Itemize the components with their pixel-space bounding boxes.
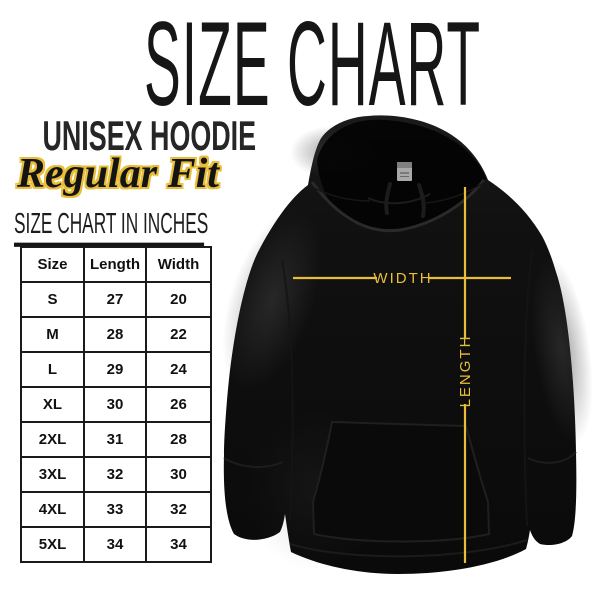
table-cell: S [20, 281, 85, 318]
table-header-row: Size Length Width [20, 246, 212, 283]
table-row: XL 30 26 [20, 386, 212, 423]
waistband-seam [289, 539, 528, 558]
table-header-cell: Length [83, 246, 147, 283]
table-cell: XL [20, 386, 85, 423]
collar-seam [367, 193, 431, 205]
size-table-body: S 27 20 M 28 22 L 29 24 XL 30 26 2XL 31 28 3XL 32 30 4XL 33… [20, 281, 212, 563]
table-cell: L [20, 351, 85, 388]
table-row: 5XL 34 34 [20, 526, 212, 563]
table-cell: 28 [83, 316, 147, 353]
table-cell: 20 [145, 281, 212, 318]
hood-rim-seam [310, 179, 486, 233]
drawstring-left [384, 182, 392, 215]
table-cell: 5XL [20, 526, 85, 563]
sleeve-highlight [531, 255, 593, 445]
table-cell: 26 [145, 386, 212, 423]
table-cell: M [20, 316, 85, 353]
table-cell: 30 [83, 386, 147, 423]
size-table: Size Length Width S 27 20 M 28 22 L 29 24 XL 30 26 2XL… [20, 246, 212, 563]
left-cuff-seam [223, 457, 284, 468]
table-cell: 28 [145, 421, 212, 458]
table-cell: 30 [145, 456, 212, 493]
neck-tag [397, 162, 412, 181]
measurement-overlay: WIDTH LENGTH [293, 187, 511, 563]
right-armhole-seam [523, 249, 533, 527]
shoulder-highlight [222, 208, 322, 392]
table-cell: 29 [83, 351, 147, 388]
hoodie-photo: WIDTH LENGTH [222, 115, 593, 574]
table-cell: 27 [83, 281, 147, 318]
length-label: LENGTH [457, 335, 474, 408]
width-label: WIDTH [373, 270, 432, 287]
fit-label: Regular Fit [17, 151, 219, 197]
table-cell: 4XL [20, 491, 85, 528]
table-cell: 34 [145, 526, 212, 563]
table-cell: 32 [83, 456, 147, 493]
table-row: 3XL 32 30 [20, 456, 212, 493]
table-cell: 31 [83, 421, 147, 458]
table-heading: SIZE CHART IN INCHES [14, 208, 208, 247]
table-cell: 24 [145, 351, 212, 388]
table-cell: 2XL [20, 421, 85, 458]
table-cell: 34 [83, 526, 147, 563]
table-row: 4XL 33 32 [20, 491, 212, 528]
table-cell: 3XL [20, 456, 85, 493]
table-row: 2XL 31 28 [20, 421, 212, 458]
page-title: SIZE CHART [144, 0, 482, 131]
left-shoulder-seam [307, 184, 371, 202]
table-header-cell: Width [145, 246, 212, 283]
kangaroo-pocket [311, 420, 491, 543]
table-cell: 22 [145, 316, 212, 353]
table-cell: 33 [83, 491, 147, 528]
right-cuff-seam [527, 451, 577, 464]
table-row: S 27 20 [20, 281, 212, 318]
left-armhole-seam [281, 259, 294, 521]
table-cell: 32 [145, 491, 212, 528]
table-row: L 29 24 [20, 351, 212, 388]
table-header-cell: Size [20, 246, 85, 283]
right-shoulder-seam [425, 179, 489, 204]
table-row: M 28 22 [20, 316, 212, 353]
drawstring-right [417, 183, 426, 218]
